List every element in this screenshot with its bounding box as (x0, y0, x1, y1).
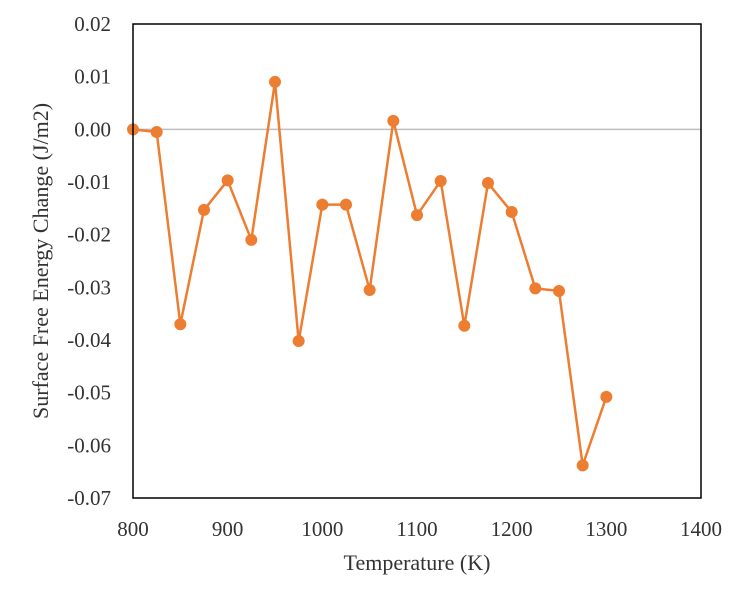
data-point (576, 459, 589, 472)
y-tick-labels: 0.02 0.01 0.00 -0.01 -0.02 -0.03 -0.04 -0.05 -0.… (67, 12, 111, 510)
data-point (529, 282, 542, 295)
data-point (434, 174, 447, 187)
y-axis-title: Surface Free Energy Change (J/m2) (28, 103, 53, 419)
y-tick-label: -0.05 (67, 381, 111, 405)
x-axis-title: Temperature (K) (344, 550, 491, 575)
plot-area-frame (132, 23, 702, 499)
y-tick-label: 0.02 (74, 12, 111, 36)
data-point (316, 198, 329, 211)
data-point (340, 198, 352, 211)
data-points-layer (127, 75, 613, 472)
x-tick-labels: 800 900 1000 1100 1200 1300 1400 (117, 517, 722, 541)
y-tick-label: -0.07 (67, 486, 111, 510)
data-point (411, 209, 423, 222)
data-point (292, 335, 305, 348)
data-point (269, 75, 281, 88)
data-point (458, 319, 471, 332)
y-tick-label: -0.01 (67, 170, 111, 194)
y-tick-label: 0.00 (74, 117, 111, 141)
data-point (600, 390, 613, 403)
x-tick-label: 1300 (585, 517, 627, 541)
x-tick-label: 900 (212, 517, 244, 541)
data-point (505, 206, 518, 219)
data-point (482, 177, 494, 190)
x-tick-label: 800 (117, 517, 149, 541)
y-tick-label: -0.04 (67, 328, 111, 352)
data-point (198, 203, 210, 216)
x-tick-label: 1100 (396, 517, 437, 541)
y-tick-label: -0.02 (67, 223, 111, 247)
series-layer (132, 80, 608, 467)
x-tick-label: 1200 (491, 517, 533, 541)
data-point (363, 283, 376, 296)
data-point (174, 318, 187, 331)
data-point (387, 114, 400, 127)
data-point (553, 285, 565, 298)
data-point (150, 125, 163, 138)
y-tick-label: -0.06 (67, 433, 111, 457)
y-tick-label: 0.01 (74, 65, 111, 89)
data-point (221, 174, 234, 187)
x-tick-label: 1400 (680, 517, 722, 541)
data-point (245, 233, 258, 246)
y-tick-label: -0.03 (67, 275, 111, 299)
x-tick-label: 1000 (301, 517, 343, 541)
series-line (132, 80, 608, 467)
